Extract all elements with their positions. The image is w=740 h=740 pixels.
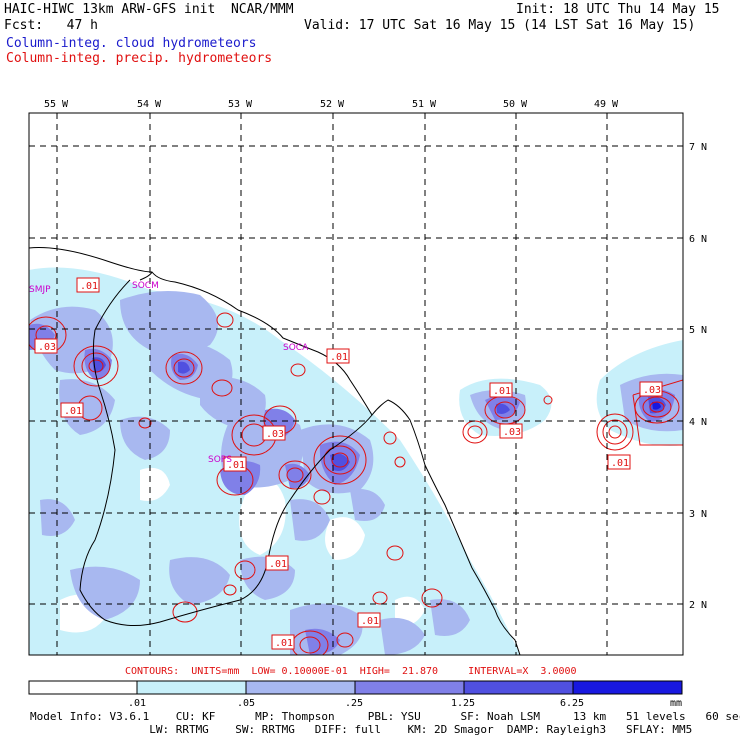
colorbar-segment [245,680,356,695]
contour-info: CONTOURS: UNITS=mm LOW= 0.10000E-01 HIGH… [125,666,577,677]
contour-label-texts: .01 .03 .01 .03 .01 .01 .01 .03 .03 .01 … [38,281,661,649]
colorbar-tick: 6.25 [560,698,584,709]
lat-label: 4 N [689,417,707,428]
colorbar-segment [354,680,465,695]
contour-label: .01 [330,352,348,363]
colorbar-units: mm [670,698,682,709]
lon-labels: 55 W 54 W 53 W 52 W 51 W 50 W 49 W [44,99,619,110]
contour-label: .01 [275,638,293,649]
valid-time: Valid: 17 UTC Sat 16 May 15 (14 LST Sat … [304,18,696,33]
lat-label: 3 N [689,509,707,520]
lon-label: 54 W [137,99,162,110]
contour-label: .01 [493,386,511,397]
coastline [29,247,521,655]
station-label-smjp: SMJP [29,285,51,295]
contour-label: .01 [361,616,379,627]
contour-label: .03 [266,429,284,440]
contour-label: .01 [227,460,245,471]
legend-cloud: Column-integ. cloud hydrometeors [6,36,257,51]
lat-label: 2 N [689,600,707,611]
colorbar-ticks: .01 .05 .25 1.25 6.25 mm [128,698,682,709]
colorbar-tick: .05 [237,698,255,709]
colorbar-segment [572,680,683,695]
plot-title: HAIC-HIWC 13km ARW-GFS init NCAR/MMM [4,2,294,17]
station-label-soca: SOCA [283,343,309,353]
colorbar-tick: 1.25 [451,698,475,709]
contour-label: .01 [80,281,98,292]
station-label-sops: SOPS [208,455,232,465]
lon-label: 49 W [594,99,619,110]
contour-label: .01 [611,458,629,469]
forecast-hour: Fcst: 47 h [4,18,98,33]
contour-label: .03 [38,342,56,353]
lon-label: 50 W [503,99,528,110]
station-labels: SMJP SOCA SOPS SOCM [29,281,309,465]
contour-label-boxes [34,277,663,650]
axis-ticks [56,113,683,605]
lat-label: 6 N [689,234,707,245]
colorbar-segment [28,680,138,695]
lon-label: 55 W [44,99,69,110]
contour-label: .01 [64,406,82,417]
plot-frame [28,112,684,656]
contour-label: .03 [643,385,661,396]
lat-labels: 7 N 6 N 5 N 4 N 3 N 2 N [689,142,707,611]
lat-label: 7 N [689,142,707,153]
lon-label: 51 W [412,99,437,110]
lat-lon-grid [29,113,683,655]
hydrometeor-shading [29,267,683,655]
contour-label: .01 [269,559,287,570]
color-bar [28,680,683,695]
init-time: Init: 18 UTC Thu 14 May 15 [516,2,720,17]
colorbar-segment [136,680,247,695]
contour-label: .03 [503,427,521,438]
lon-label: 52 W [320,99,345,110]
model-info-line2: LW: RRTMG SW: RRTMG DIFF: full KM: 2D Sm… [30,723,693,736]
colorbar-tick: .25 [345,698,363,709]
station-label-socm: SOCM [132,281,159,291]
lat-label: 5 N [689,325,707,336]
model-info-line1: Model Info: V3.6.1 CU: KF MP: Thompson P… [30,710,740,723]
lon-label: 53 W [228,99,253,110]
colorbar-segment [463,680,574,695]
legend-precip: Column-integ. precip. hydrometeors [6,51,273,66]
colorbar-tick: .01 [128,698,146,709]
